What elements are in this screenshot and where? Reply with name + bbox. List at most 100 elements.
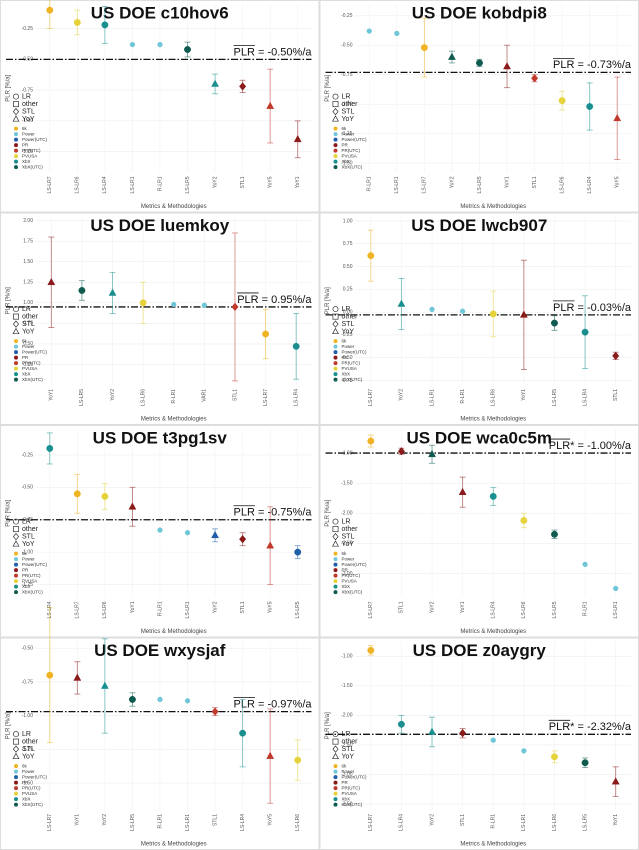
legend-swatch — [333, 590, 338, 595]
marker-circle — [366, 28, 372, 34]
legend-swatch — [333, 786, 338, 791]
y-tick-label: -1.25 — [22, 747, 34, 753]
x-tick-label: LS-LR5 — [582, 814, 588, 831]
y-tick-label: -1.50 — [341, 683, 353, 689]
y-tick-label: 0.75 — [23, 321, 33, 327]
y-tick-label: 2.00 — [23, 218, 33, 224]
y-tick-label: -0.50 — [22, 646, 34, 652]
marker-circle — [551, 753, 558, 761]
legend-swatch — [333, 361, 338, 366]
y-tick-label: 0.25 — [343, 287, 353, 293]
x-tick-label: STL1 — [240, 176, 246, 188]
y-tick-label: -0.25 — [341, 13, 353, 19]
marker-circle — [157, 527, 163, 533]
marker-circle — [521, 748, 527, 754]
marker-circle — [262, 330, 270, 338]
legend-swatch — [14, 797, 18, 802]
marker-diamond — [332, 532, 339, 541]
legend-swatch — [14, 154, 18, 159]
marker-triangle — [447, 52, 456, 60]
y-tick-label: -0.25 — [341, 332, 353, 338]
marker-triangle — [332, 327, 339, 335]
y-tick-label: 1.00 — [343, 218, 353, 224]
legend-label: Power(UTC) — [342, 774, 368, 779]
x-tick-label: YoY1 — [75, 814, 81, 826]
legend-swatch — [333, 143, 338, 148]
chart-title: US DOE t3pg1sv — [93, 428, 228, 447]
marker-square — [332, 313, 339, 320]
marker-diamond — [332, 745, 339, 753]
marker-circle — [332, 306, 339, 313]
x-tick-label: LS-LR4 — [399, 814, 405, 831]
legend-label: Power(UTC) — [22, 137, 48, 142]
legend-label: YoY — [342, 753, 355, 760]
x-tick-label: LS-LR4 — [294, 389, 300, 406]
x-tick-label: R-LR1 — [157, 601, 163, 616]
reference-label: PLR = -0.97%/a — [234, 699, 313, 711]
marker-circle — [13, 731, 19, 738]
marker-circle — [394, 30, 400, 37]
x-tick-label: LS-LR6 — [552, 814, 558, 831]
legend-swatch — [14, 769, 18, 774]
y-tick-label: 0.25 — [23, 362, 33, 368]
y-tick-label: -1.50 — [341, 160, 353, 166]
marker-circle — [294, 756, 302, 764]
legend-label: PVUSA — [342, 366, 357, 371]
legend-swatch — [333, 769, 338, 774]
y-tick-label: -0.75 — [22, 679, 34, 685]
marker-circle — [490, 737, 496, 743]
x-tick-label: YoY2 — [212, 176, 218, 188]
y-tick-label: -1.00 — [22, 713, 34, 719]
y-tick-label: -1.50 — [22, 780, 34, 786]
marker-square — [13, 738, 19, 745]
reference-label: PLR* = -2.32%/a — [549, 721, 632, 733]
marker-triangle — [128, 502, 137, 510]
legend-label: STL — [22, 108, 35, 115]
panel: -0.25 -0.50 -0.75 -1.00 -1.25 -1.50 US DOE kob… — [319, 0, 639, 213]
marker-triangle — [332, 540, 339, 547]
marker-circle — [367, 437, 375, 445]
panel: -0.25 -0.50 -0.75 -1.00 -1.25 US DOE t3pg1sv P… — [0, 425, 320, 638]
marker-circle — [367, 252, 375, 260]
legend-label: LR — [342, 93, 351, 100]
legend-swatch — [14, 786, 18, 791]
legend-label: PR(UTC) — [342, 360, 361, 365]
y-tick-label: -1.00 — [341, 450, 353, 456]
legend-swatch — [14, 775, 18, 780]
marker-circle — [489, 310, 497, 318]
x-tick-label: LS-LR1 — [185, 601, 191, 618]
legend-swatch — [333, 797, 338, 802]
y-tick-label: -2.00 — [341, 511, 353, 517]
legend-label: Power(UTC) — [22, 774, 48, 779]
x-tick-label: STL1 — [613, 389, 619, 401]
marker-triangle — [428, 727, 436, 735]
marker-diamond — [12, 320, 20, 328]
legend-label: Power(UTC) — [22, 349, 48, 354]
marker-square — [13, 526, 19, 533]
x-axis-label: Metrics & Methodologies — [141, 204, 207, 210]
marker-circle — [558, 97, 566, 105]
panel: -0.25 -0.50 -0.75 -1.00 -1.25 US DOE c10hov6 P… — [0, 0, 320, 213]
x-tick-label: YoY2 — [449, 176, 455, 188]
legend-label: YoY — [342, 328, 355, 335]
x-tick-label: R-LR1 — [460, 389, 466, 404]
legend-swatch — [14, 557, 18, 562]
marker-diamond — [239, 82, 247, 91]
marker-circle — [551, 530, 558, 538]
marker-circle — [294, 548, 302, 556]
legend-label: XbX — [342, 159, 351, 164]
legend-swatch — [14, 361, 18, 366]
x-tick-label: YoY1 — [521, 389, 527, 401]
x-tick-label: STL1 — [460, 814, 466, 826]
x-tick-label: LS-LR6 — [521, 601, 527, 618]
legend-swatch — [333, 366, 338, 371]
marker-triangle — [211, 530, 220, 539]
marker-circle — [139, 299, 147, 307]
marker-triangle — [73, 673, 82, 681]
marker-circle — [367, 646, 375, 654]
legend-swatch — [14, 562, 18, 567]
marker-circle — [429, 306, 435, 313]
marker-circle — [13, 93, 19, 100]
legend-label: other — [22, 738, 39, 745]
